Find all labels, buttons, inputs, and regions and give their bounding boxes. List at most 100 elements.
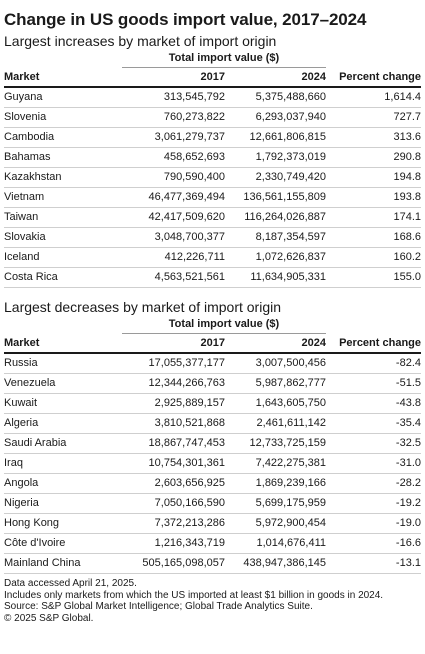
market-cell: Hong Kong bbox=[4, 513, 122, 534]
market-cell: Russia bbox=[4, 353, 122, 374]
percent-change-cell: -82.4 bbox=[326, 353, 421, 374]
increases-table-body: Guyana 313,545,792 5,375,488,660 1,614.4 Slo… bbox=[4, 87, 421, 288]
market-cell: Kuwait bbox=[4, 393, 122, 414]
table-row: Kazakhstan 790,590,400 2,330,749,420 194.8 bbox=[4, 167, 421, 188]
market-cell: Iceland bbox=[4, 247, 122, 268]
value-2017-cell: 3,048,700,377 bbox=[122, 227, 225, 248]
value-2024-cell: 1,869,239,166 bbox=[225, 473, 326, 494]
market-cell: Venezuela bbox=[4, 373, 122, 394]
market-cell: Slovenia bbox=[4, 107, 122, 128]
percent-change-cell: -13.1 bbox=[326, 553, 421, 574]
percent-change-cell: 727.7 bbox=[326, 107, 421, 128]
decreases-table-body: Russia 17,055,377,177 3,007,500,456 -82.4 Ve… bbox=[4, 353, 421, 574]
footnote-copyright: © 2025 S&P Global. bbox=[4, 612, 94, 624]
market-cell: Côte d'Ivoire bbox=[4, 533, 122, 554]
market-cell: Costa Rica bbox=[4, 267, 122, 288]
value-2017-cell: 313,545,792 bbox=[122, 87, 225, 108]
value-2024-cell: 6,293,037,940 bbox=[225, 107, 326, 128]
percent-change-cell: 194.8 bbox=[326, 167, 421, 188]
value-2017-cell: 458,652,693 bbox=[122, 147, 225, 168]
value-2017-cell: 42,417,509,620 bbox=[122, 207, 225, 228]
value-2017-cell: 4,563,521,561 bbox=[122, 267, 225, 288]
market-cell: Mainland China bbox=[4, 553, 122, 574]
percent-change-cell: 160.2 bbox=[326, 247, 421, 268]
value-2017-cell: 505,165,098,057 bbox=[122, 553, 225, 574]
percent-change-cell: -35.4 bbox=[326, 413, 421, 434]
table-row: Iceland 412,226,711 1,072,626,837 160.2 bbox=[4, 247, 421, 268]
market-cell: Slovakia bbox=[4, 227, 122, 248]
footnotes: Data accessed April 21, 2025. Includes o… bbox=[4, 578, 421, 624]
market-cell: Algeria bbox=[4, 413, 122, 434]
increases-group-header: Total import value ($) bbox=[122, 50, 326, 68]
value-2024-cell: 136,561,155,809 bbox=[225, 187, 326, 208]
value-2024-cell: 5,699,175,959 bbox=[225, 493, 326, 514]
market-cell: Saudi Arabia bbox=[4, 433, 122, 454]
percent-change-cell: -32.5 bbox=[326, 433, 421, 454]
increases-group-header-row: Total import value ($) bbox=[4, 50, 421, 68]
decreases-subtitle: Largest decreases by market of import or… bbox=[4, 299, 282, 315]
value-2017-cell: 3,810,521,868 bbox=[122, 413, 225, 434]
value-2024-cell: 1,072,626,837 bbox=[225, 247, 326, 268]
table-row: Slovakia 3,048,700,377 8,187,354,597 168.6 bbox=[4, 227, 421, 248]
value-2017-cell: 7,050,166,590 bbox=[122, 493, 225, 514]
column-header-2024: 2024 bbox=[225, 333, 326, 354]
footnote-data-accessed: Data accessed April 21, 2025. bbox=[4, 578, 137, 589]
value-2017-cell: 7,372,213,286 bbox=[122, 513, 225, 534]
table-row: Côte d'Ivoire 1,216,343,719 1,014,676,411-… bbox=[4, 533, 421, 554]
increases-table: Total import value ($) Market 2017 2024 … bbox=[4, 50, 421, 288]
value-2017-cell: 18,867,747,453 bbox=[122, 433, 225, 454]
increases-column-header-row: Market 2017 2024 Percent change bbox=[4, 67, 421, 88]
table-row: Guyana 313,545,792 5,375,488,660 1,614.4 bbox=[4, 87, 421, 108]
value-2024-cell: 11,634,905,331 bbox=[225, 267, 326, 288]
table-row: Saudi Arabia 18,867,747,453 12,733,725,159… bbox=[4, 433, 421, 454]
market-cell: Guyana bbox=[4, 87, 122, 108]
table-row: Taiwan 42,417,509,620 116,264,026,887 174.1 bbox=[4, 207, 421, 228]
value-2017-cell: 3,061,279,737 bbox=[122, 127, 225, 148]
table-row: Vietnam 46,477,369,494 136,561,155,809 193.… bbox=[4, 187, 421, 208]
market-cell: Kazakhstan bbox=[4, 167, 122, 188]
percent-change-cell: 155.0 bbox=[326, 267, 421, 288]
percent-change-cell: -43.8 bbox=[326, 393, 421, 414]
table-row: Venezuela 12,344,266,763 5,987,862,777 -51.… bbox=[4, 373, 421, 394]
column-header-market: Market bbox=[4, 333, 122, 354]
column-header-percent-change: Percent change bbox=[326, 333, 421, 354]
percent-change-cell: 168.6 bbox=[326, 227, 421, 248]
value-2017-cell: 790,590,400 bbox=[122, 167, 225, 188]
value-2024-cell: 5,987,862,777 bbox=[225, 373, 326, 394]
table-row: Kuwait 2,925,889,157 1,643,605,750 -43.8 bbox=[4, 393, 421, 414]
group-header-spacer bbox=[326, 50, 421, 68]
value-2017-cell: 2,925,889,157 bbox=[122, 393, 225, 414]
value-2024-cell: 5,375,488,660 bbox=[225, 87, 326, 108]
value-2024-cell: 2,461,611,142 bbox=[225, 413, 326, 434]
value-2024-cell: 5,972,900,454 bbox=[225, 513, 326, 534]
percent-change-cell: 290.8 bbox=[326, 147, 421, 168]
value-2024-cell: 7,422,275,381 bbox=[225, 453, 326, 474]
market-cell: Vietnam bbox=[4, 187, 122, 208]
percent-change-cell: 1,614.4 bbox=[326, 87, 421, 108]
percent-change-cell: 174.1 bbox=[326, 207, 421, 228]
footnote-source: Source: S&P Global Market Intelligence; … bbox=[4, 601, 313, 612]
percent-change-cell: -16.6 bbox=[326, 533, 421, 554]
value-2017-cell: 10,754,301,361 bbox=[122, 453, 225, 474]
market-cell: Taiwan bbox=[4, 207, 122, 228]
value-2024-cell: 12,661,806,815 bbox=[225, 127, 326, 148]
value-2024-cell: 8,187,354,597 bbox=[225, 227, 326, 248]
value-2024-cell: 438,947,386,145 bbox=[225, 553, 326, 574]
value-2024-cell: 1,014,676,411 bbox=[225, 533, 326, 554]
percent-change-cell: -28.2 bbox=[326, 473, 421, 494]
value-2024-cell: 1,643,605,750 bbox=[225, 393, 326, 414]
market-cell: Angola bbox=[4, 473, 122, 494]
market-cell: Nigeria bbox=[4, 493, 122, 514]
footnote-inclusion: Includes only markets from which the US … bbox=[4, 589, 384, 601]
table-row: Costa Rica 4,563,521,561 11,634,905,331 155… bbox=[4, 267, 421, 288]
value-2024-cell: 12,733,725,159 bbox=[225, 433, 326, 454]
percent-change-cell: -19.0 bbox=[326, 513, 421, 534]
table-row: Algeria 3,810,521,868 2,461,611,142 -35.4 bbox=[4, 413, 421, 434]
value-2024-cell: 3,007,500,456 bbox=[225, 353, 326, 374]
value-2024-cell: 2,330,749,420 bbox=[225, 167, 326, 188]
value-2017-cell: 412,226,711 bbox=[122, 247, 225, 268]
value-2017-cell: 1,216,343,719 bbox=[122, 533, 225, 554]
percent-change-cell: -19.2 bbox=[326, 493, 421, 514]
percent-change-cell: -31.0 bbox=[326, 453, 421, 474]
